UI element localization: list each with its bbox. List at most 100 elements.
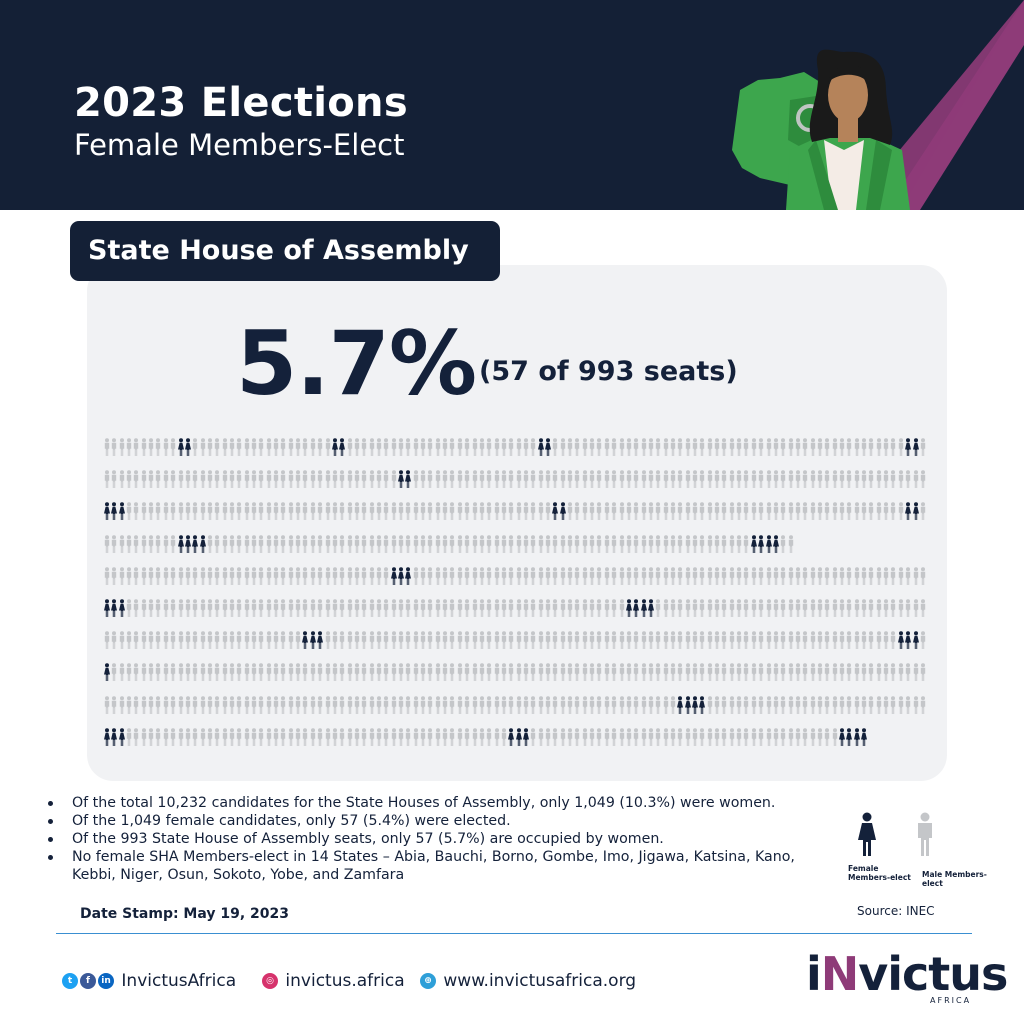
male-seat-icon bbox=[847, 438, 852, 456]
male-seat-icon bbox=[501, 599, 507, 617]
male-seat-icon bbox=[722, 502, 727, 521]
pictogram-row bbox=[104, 438, 926, 456]
male-seat-icon bbox=[259, 566, 264, 585]
male-seat-icon bbox=[229, 438, 235, 456]
female-seat-icon bbox=[552, 502, 559, 521]
male-seat-icon bbox=[545, 534, 551, 553]
male-seat-icon bbox=[141, 631, 146, 650]
male-seat-icon bbox=[384, 695, 389, 714]
male-seat-icon bbox=[450, 631, 455, 650]
male-seat-icon bbox=[553, 599, 558, 617]
male-seat-icon bbox=[457, 470, 462, 489]
male-seat-icon bbox=[215, 534, 220, 553]
male-seat-icon bbox=[347, 663, 352, 682]
female-seat-icon bbox=[104, 663, 110, 682]
male-seat-icon bbox=[516, 566, 521, 585]
male-seat-icon bbox=[780, 599, 786, 617]
male-seat-icon bbox=[869, 695, 874, 714]
female-seat-icon bbox=[633, 599, 640, 617]
male-seat-icon bbox=[604, 727, 609, 746]
male-seat-icon bbox=[795, 502, 801, 521]
male-seat-icon bbox=[420, 502, 426, 521]
male-seat-icon bbox=[883, 438, 889, 456]
male-seat-icon bbox=[420, 438, 426, 456]
male-seat-icon bbox=[376, 566, 382, 585]
male-seat-icon bbox=[567, 534, 573, 553]
male-seat-icon bbox=[126, 566, 132, 585]
male-seat-icon bbox=[413, 631, 418, 650]
male-seat-icon bbox=[810, 566, 815, 585]
male-seat-icon bbox=[281, 663, 286, 682]
male-seat-icon bbox=[876, 502, 881, 521]
logo-letter-i: i bbox=[806, 947, 822, 1001]
pictogram-row bbox=[104, 663, 926, 682]
male-seat-icon bbox=[317, 566, 323, 585]
male-seat-icon bbox=[384, 663, 389, 682]
male-seat-icon bbox=[597, 599, 602, 617]
male-seat-icon bbox=[273, 502, 279, 521]
male-seat-icon bbox=[567, 470, 573, 489]
male-seat-icon bbox=[200, 502, 205, 521]
male-seat-icon bbox=[384, 727, 389, 746]
male-seat-icon bbox=[751, 470, 756, 489]
male-seat-icon bbox=[648, 534, 654, 553]
male-seat-icon bbox=[825, 695, 830, 714]
legend-male-label: Male Members-elect bbox=[922, 870, 987, 888]
male-seat-icon bbox=[891, 631, 896, 650]
male-seat-icon bbox=[773, 663, 779, 682]
male-seat-icon bbox=[148, 695, 154, 714]
male-seat-icon bbox=[244, 470, 249, 489]
male-seat-icon bbox=[494, 534, 499, 553]
male-seat-icon bbox=[839, 438, 845, 456]
male-seat-icon bbox=[119, 663, 124, 682]
male-seat-icon bbox=[736, 631, 742, 650]
male-seat-icon bbox=[332, 470, 338, 489]
male-seat-icon bbox=[428, 599, 433, 617]
male-seat-icon bbox=[273, 631, 279, 650]
male-seat-icon bbox=[420, 534, 426, 553]
male-seat-icon bbox=[104, 470, 110, 489]
male-seat-icon bbox=[479, 695, 485, 714]
male-seat-icon bbox=[589, 695, 595, 714]
male-seat-icon bbox=[428, 566, 433, 585]
male-seat-icon bbox=[560, 534, 565, 553]
male-seat-icon bbox=[222, 727, 227, 746]
social-handle[interactable]: t f in InvictusAfrica bbox=[62, 970, 236, 992]
male-seat-icon bbox=[479, 502, 485, 521]
male-seat-icon bbox=[222, 663, 227, 682]
male-seat-icon bbox=[273, 470, 279, 489]
male-seat-icon bbox=[523, 470, 529, 489]
male-seat-icon bbox=[251, 727, 257, 746]
male-seat-icon bbox=[582, 566, 587, 585]
male-seat-icon bbox=[810, 599, 815, 617]
male-seat-icon bbox=[817, 599, 823, 617]
male-seat-icon bbox=[611, 502, 617, 521]
male-seat-icon bbox=[104, 566, 110, 585]
male-seat-icon bbox=[869, 470, 874, 489]
male-seat-icon bbox=[178, 663, 183, 682]
male-seat-icon bbox=[295, 631, 301, 650]
website-link[interactable]: ⊕ www.invictusafrica.org bbox=[420, 970, 636, 992]
male-seat-icon bbox=[288, 663, 293, 682]
male-seat-icon bbox=[817, 727, 823, 746]
male-seat-icon bbox=[347, 631, 352, 650]
male-seat-icon bbox=[288, 599, 293, 617]
male-seat-icon bbox=[744, 631, 749, 650]
male-seat-icon bbox=[692, 663, 698, 682]
male-seat-icon bbox=[847, 663, 852, 682]
male-seat-icon bbox=[369, 631, 374, 650]
male-seat-icon bbox=[457, 727, 462, 746]
male-seat-icon bbox=[751, 631, 756, 650]
male-seat-icon bbox=[832, 695, 837, 714]
male-seat-icon bbox=[141, 438, 146, 456]
male-seat-icon bbox=[869, 566, 874, 585]
male-seat-icon bbox=[420, 599, 426, 617]
male-seat-icon bbox=[369, 502, 374, 521]
male-seat-icon bbox=[244, 727, 249, 746]
male-seat-icon bbox=[531, 631, 536, 650]
male-seat-icon bbox=[898, 438, 903, 456]
male-seat-icon bbox=[134, 566, 139, 585]
instagram-handle[interactable]: ◎ invictus.africa bbox=[262, 970, 405, 992]
male-seat-icon bbox=[442, 663, 448, 682]
male-seat-icon bbox=[398, 695, 404, 714]
